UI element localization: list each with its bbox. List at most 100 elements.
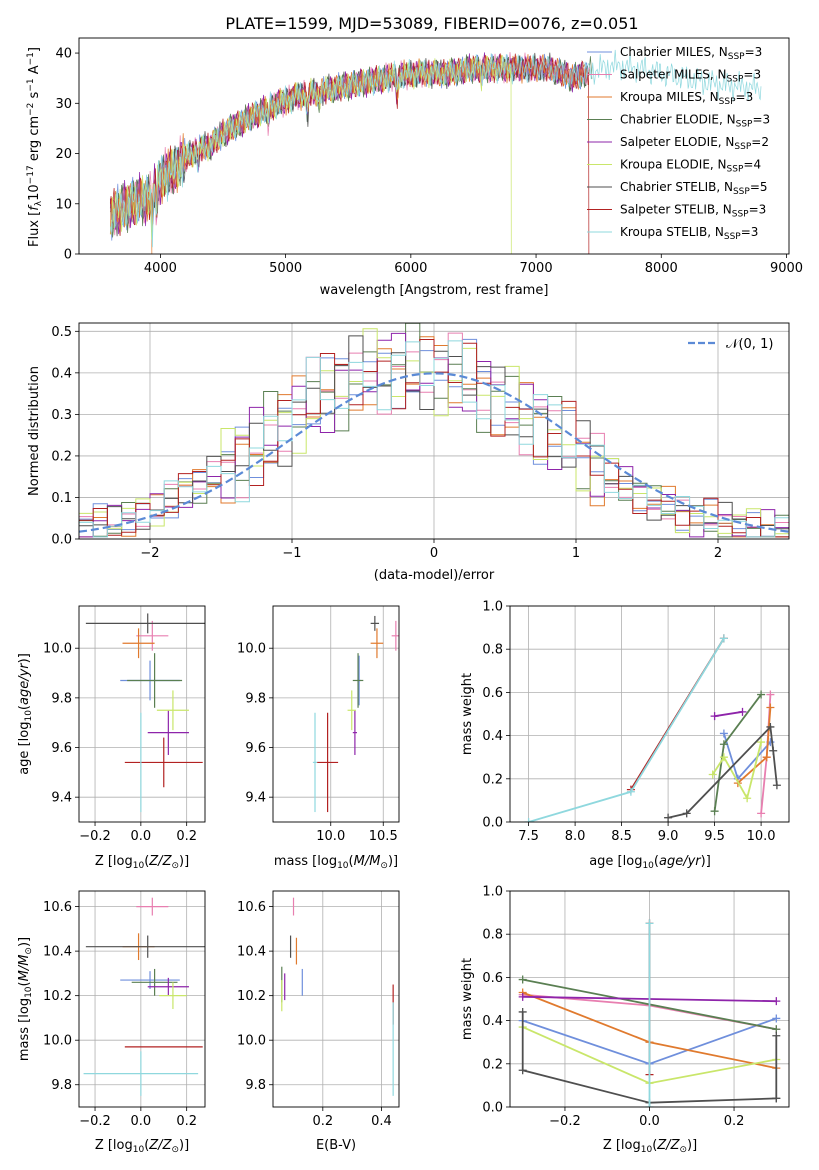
y-tick-label: 0.6 — [482, 971, 503, 986]
y-tick-label: 9.8 — [51, 691, 72, 706]
z-weight-panel: −0.2 0.0 0.2 0.0 0.2 0.4 0.6 0.8 1.0 Z [log10(Z/Z… — [460, 885, 790, 1155]
x-tick-label: 5000 — [269, 261, 302, 276]
y-tick-label: 10.0 — [43, 1034, 72, 1049]
y-axis-label: Flux [fλ10−17 erg cm−2 s−1 A−1] — [26, 47, 44, 247]
legend-label: Chabrier MILES, NSSP=3 — [620, 45, 762, 62]
weight-line — [714, 710, 743, 718]
x-tick-label: 1 — [572, 546, 580, 561]
plot-frame — [509, 890, 790, 1108]
x-tick-label: 8000 — [645, 261, 678, 276]
y-tick-label: 0.3 — [51, 408, 72, 423]
weight-marker — [757, 738, 766, 747]
weight-marker — [518, 1066, 527, 1075]
weight-marker — [645, 919, 654, 928]
y-tick-label: 0.4 — [482, 1014, 503, 1029]
y-axis-label: age [log10(age/yr)] — [17, 653, 34, 775]
legend-label: Kroupa ELODIE, NSSP=4 — [620, 158, 761, 175]
x-tick-label: 0.2 — [312, 1114, 333, 1129]
legend-label: Salpeter ELODIE, NSSP=2 — [620, 135, 769, 152]
weight-marker — [719, 740, 728, 749]
weight-line — [711, 741, 762, 801]
weight-marker — [518, 992, 527, 1001]
y-tick-label: 30 — [55, 97, 72, 112]
y-tick-label: 10.0 — [43, 642, 72, 657]
clipped-layer — [85, 613, 205, 813]
y-tick-label: 0.2 — [51, 449, 72, 464]
weight-marker — [769, 746, 778, 755]
x-axis-label: Z [log10(Z/Z⊙)] — [95, 1138, 189, 1155]
spectrum-line — [109, 52, 589, 237]
legend-label: Salpeter STELIB, NSSP=3 — [620, 203, 766, 220]
y-axis-label: mass weight — [460, 958, 475, 1040]
y-tick-label: 9.8 — [51, 1078, 72, 1093]
plot-frame — [78, 605, 206, 823]
plot-background — [79, 606, 205, 822]
clipped-layer — [79, 323, 789, 539]
x-axis-label: Z [log10(Z/Z⊙)] — [95, 854, 189, 871]
x-tick-label: 9000 — [770, 261, 803, 276]
y-axis-label: mass [log10(M/M⊙)] — [17, 937, 34, 1061]
weight-marker — [664, 813, 673, 822]
weight-line — [521, 1012, 778, 1104]
y-tick-label: 0.0 — [482, 816, 503, 831]
normal-curve — [79, 372, 789, 533]
y-tick-label: 10.2 — [43, 989, 72, 1004]
x-tick-label: 4000 — [144, 261, 177, 276]
x-tick-label: 0.0 — [639, 1114, 660, 1129]
x-tick-label: −0.2 — [79, 1114, 111, 1129]
y-tick-label: 0.8 — [482, 928, 503, 943]
weight-marker — [766, 703, 775, 712]
x-tick-label: 0 — [430, 546, 438, 561]
spectrum-line — [109, 54, 512, 254]
y-tick-label: 9.8 — [245, 691, 266, 706]
plot-background — [79, 891, 205, 1107]
figure-title: PLATE=1599, MJD=53089, FIBERID=0076, z=0… — [225, 14, 638, 33]
weight-marker — [719, 729, 728, 738]
x-tick-label: 7.5 — [518, 829, 539, 844]
x-tick-label: 0.2 — [176, 829, 197, 844]
x-tick-label: 10.0 — [747, 829, 776, 844]
y-tick-label: 1.0 — [482, 600, 503, 615]
weight-marker — [626, 787, 635, 796]
y-tick-label: 10.2 — [237, 989, 266, 1004]
y-tick-label: 10.4 — [43, 945, 72, 960]
histogram-step — [79, 339, 789, 539]
mass-age-panel: 10.0 10.5 9.4 9.6 9.8 10.0 mass [log10(M/M⊙)] — [237, 605, 400, 871]
plot-frame — [78, 890, 206, 1108]
weight-marker — [772, 997, 781, 1006]
x-tick-label: 8.0 — [565, 829, 586, 844]
x-tick-label: 8.5 — [611, 829, 632, 844]
plot-frame — [272, 605, 400, 823]
x-tick-label: −1 — [282, 546, 301, 561]
plot-frame — [509, 605, 790, 823]
weight-marker — [710, 807, 719, 816]
plot-frame — [78, 37, 790, 255]
y-tick-label: 10.4 — [237, 945, 266, 960]
clipped-layer — [524, 634, 781, 822]
legend-label: Chabrier ELODIE, NSSP=3 — [620, 113, 770, 130]
y-tick-label: 0.2 — [482, 1057, 503, 1072]
y-tick-label: 9.6 — [51, 741, 72, 756]
clipped-layer — [518, 919, 781, 1107]
age-weight-panel: 7.5 8.0 8.5 9.0 9.5 10.0 0.0 0.2 0.4 0.6 0.8 1.0 age… — [460, 600, 790, 871]
weight-marker — [757, 690, 766, 699]
x-tick-label: 7000 — [520, 261, 553, 276]
z-age-panel: −0.2 0.0 0.2 9.4 9.6 9.8 10.0 Z [log10(Z/Z⊙)] ag… — [17, 605, 206, 871]
spectrum-panel: 4000 5000 6000 7000 8000 9000 0 10 20 30 40 Chabrie… — [26, 37, 803, 298]
x-tick-label: 0.2 — [724, 1114, 745, 1129]
y-tick-label: 0 — [64, 248, 72, 263]
weight-marker — [719, 634, 728, 643]
x-axis-label: mass [log10(M/M⊙)] — [274, 854, 398, 871]
x-tick-label: 0.0 — [131, 1114, 152, 1129]
x-tick-label: 10.5 — [369, 829, 398, 844]
clipped-layer — [312, 615, 399, 813]
weight-marker — [524, 818, 533, 822]
weight-marker — [766, 722, 775, 731]
x-tick-label: 6000 — [394, 261, 427, 276]
weight-marker — [762, 753, 771, 762]
x-tick-label: 0.0 — [131, 829, 152, 844]
clipped-layer — [109, 49, 762, 254]
y-tick-label: 10.0 — [237, 642, 266, 657]
x-tick-label: −2 — [140, 546, 159, 561]
y-tick-label: 0.0 — [482, 1101, 503, 1116]
